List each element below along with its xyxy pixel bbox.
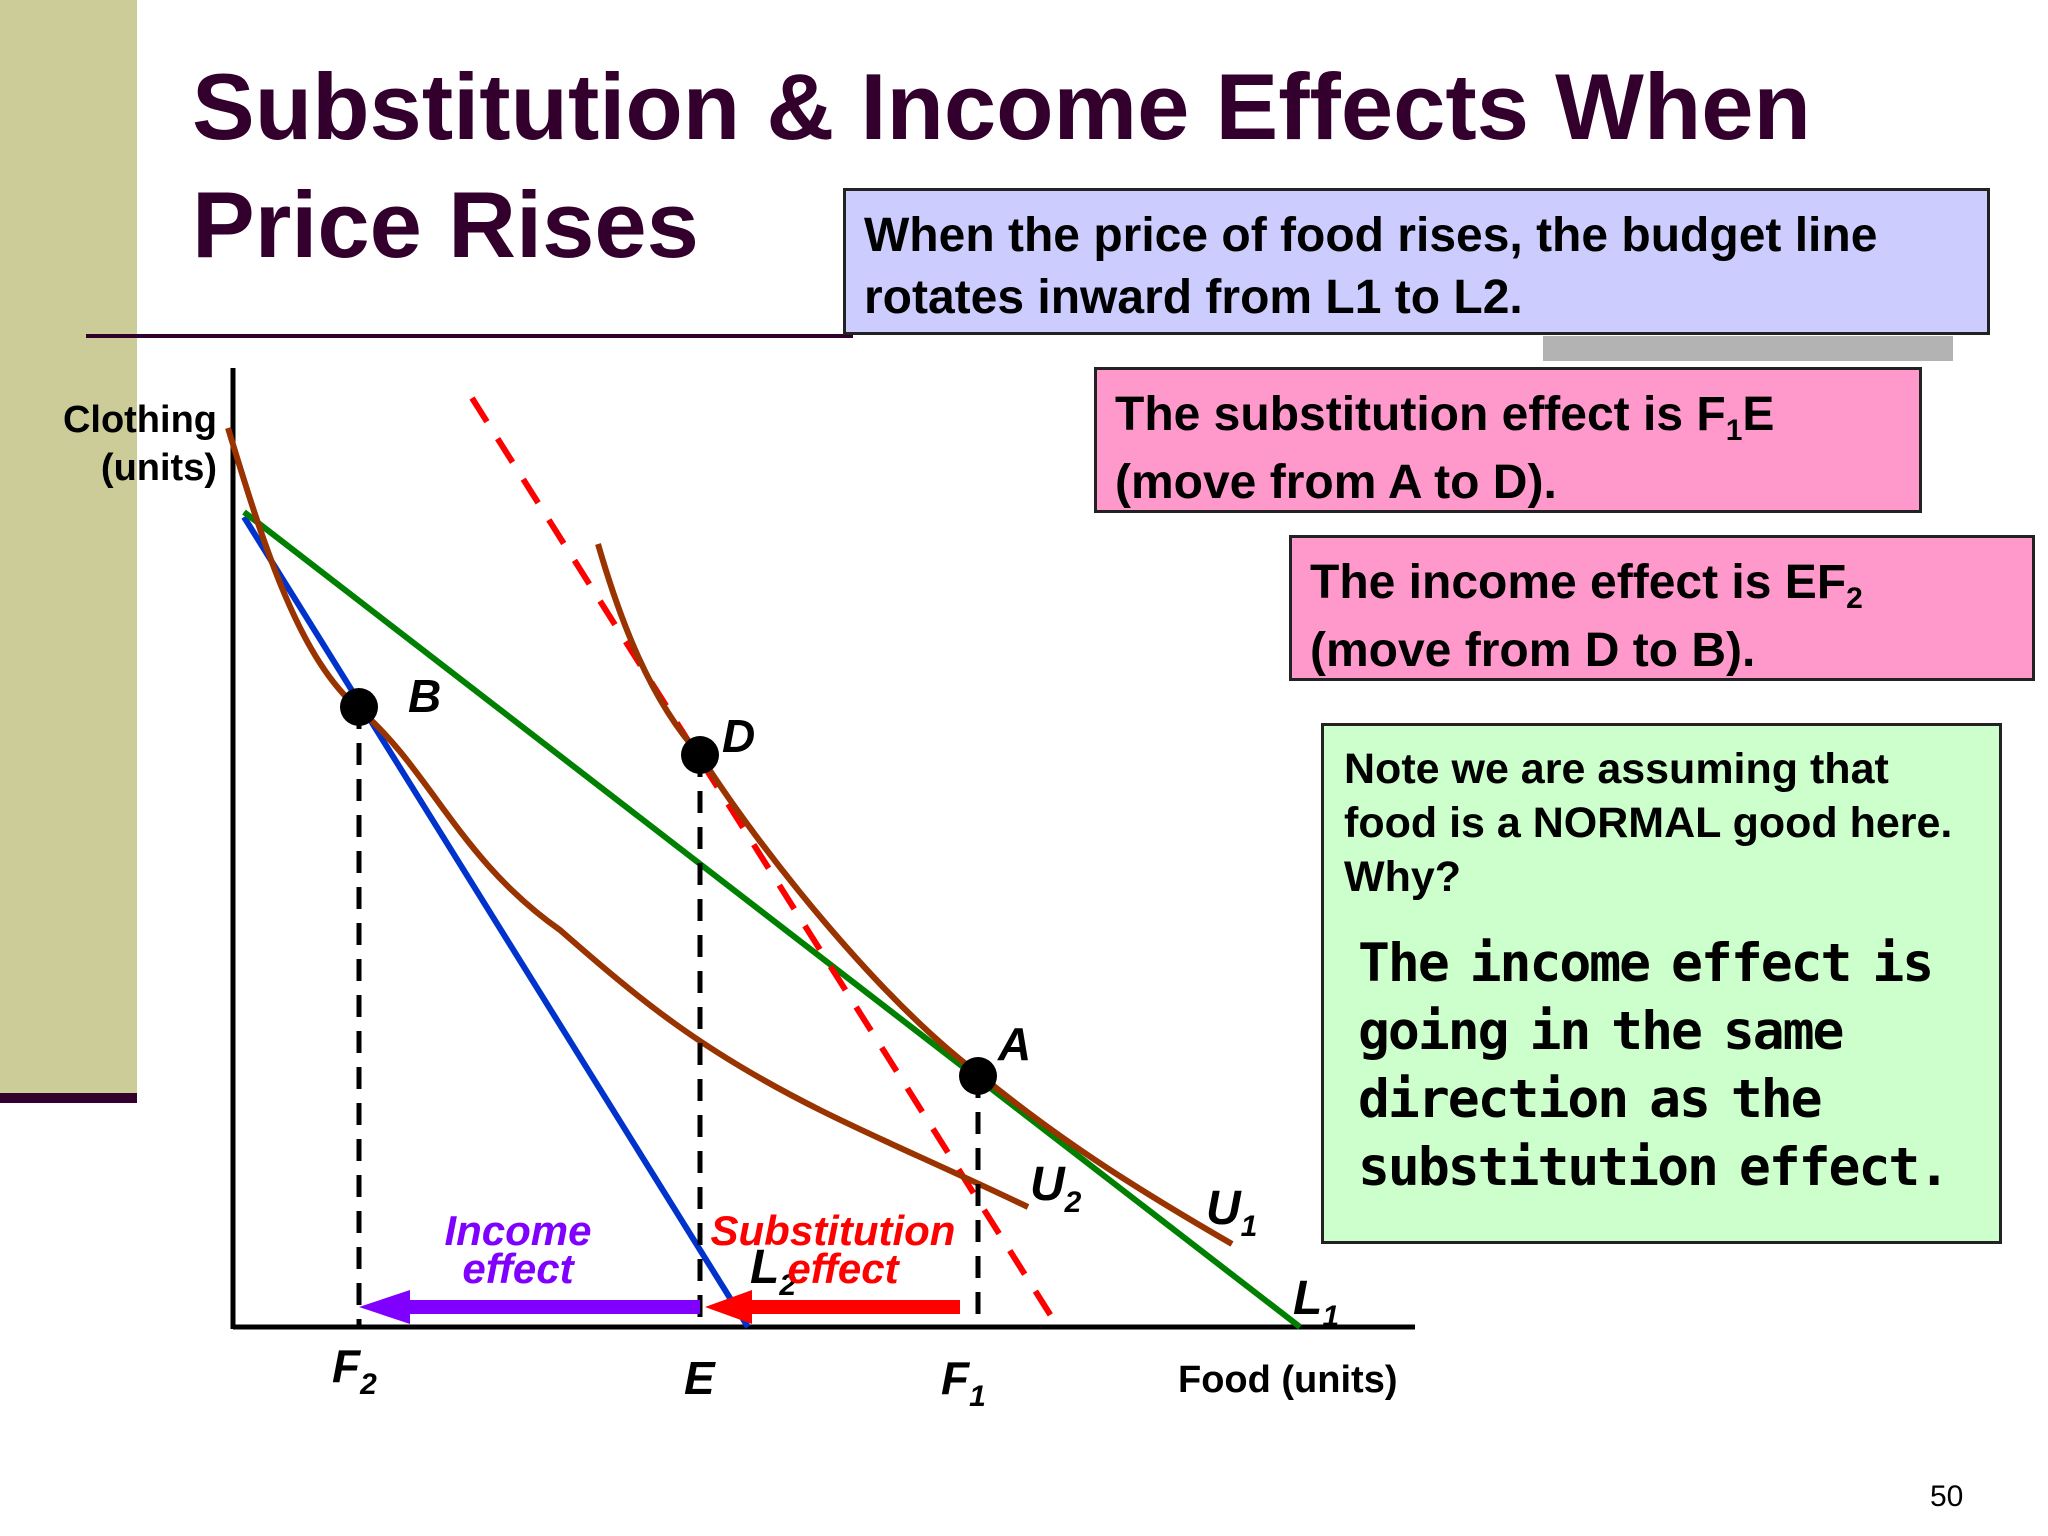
substitution-effect-label-line1: Substitution	[711, 1207, 956, 1254]
x-marker-e: E	[684, 1352, 716, 1404]
u1-label-main: U	[1206, 1182, 1242, 1235]
price-rise-text: When the price of food rises, the budget…	[864, 209, 1878, 324]
substitution-arrowhead	[705, 1290, 752, 1324]
income-effect-label-line2: effect	[462, 1245, 575, 1292]
l2-label: L2	[750, 1241, 796, 1302]
u2-label-sub: 2	[1064, 1186, 1082, 1219]
budget-line-dashed	[469, 396, 1061, 1329]
sidebar-accent	[0, 0, 137, 1093]
x-marker-f2-sub: 2	[359, 1368, 377, 1401]
y-axis-label-line2: (units)	[101, 447, 217, 489]
substitution-effect-move: (move from A to D).	[1115, 456, 1557, 509]
substitution-effect-text: The substitution effect is F	[1115, 388, 1726, 441]
title-underline	[86, 334, 853, 338]
x-marker-f1-main: F	[941, 1352, 971, 1404]
substitution-effect-tail: E	[1742, 388, 1775, 441]
x-marker-f2: F2	[332, 1340, 377, 1401]
u1-label-sub: 1	[1241, 1210, 1258, 1243]
x-marker-e-main: E	[684, 1352, 716, 1404]
income-effect-move: (move from D to B).	[1310, 624, 1756, 677]
normal-good-question: Note we are assuming that food is a NORM…	[1344, 745, 1953, 901]
l1-label: L1	[1293, 1272, 1339, 1333]
page-number: 50	[1930, 1480, 1964, 1513]
u2-label: U2	[1030, 1158, 1082, 1219]
callout-shadow	[1543, 336, 1953, 361]
indifference-curve-u1	[595, 543, 1234, 1247]
substitution-effect-label-line2: effect	[787, 1245, 900, 1292]
x-marker-f2-main: F	[332, 1340, 362, 1392]
budget-line-l1	[242, 509, 1302, 1330]
y-axis-label-line1: Clothing	[63, 399, 217, 441]
l1-label-main: L	[1293, 1272, 1322, 1325]
sidebar-accent-bar	[0, 1093, 137, 1103]
point-d-marker	[681, 736, 719, 774]
budget-line-l2	[241, 515, 751, 1329]
point-b-label: B	[408, 670, 441, 722]
u1-label: U1	[1206, 1182, 1257, 1243]
l1-label-sub: 1	[1322, 1300, 1339, 1333]
price-rise-callout: When the price of food rises, the budget…	[843, 188, 1990, 335]
x-marker-f1: F1	[941, 1352, 986, 1413]
point-a-marker	[959, 1057, 997, 1095]
point-b-marker	[340, 688, 378, 726]
l2-label-sub: 2	[778, 1269, 796, 1302]
income-arrowhead	[359, 1290, 410, 1324]
normal-good-answer: The income effect is going in the same d…	[1358, 933, 1950, 1198]
substitution-effect-subscript: 1	[1725, 414, 1743, 447]
indifference-curve-u2	[225, 427, 1030, 1210]
point-a-label: A	[997, 1018, 1031, 1070]
income-effect-text: The income effect is EF	[1310, 556, 1847, 609]
l2-label-main: L	[750, 1241, 779, 1294]
income-effect-subscript: 2	[1846, 582, 1863, 615]
x-axis-label: Food (units)	[1178, 1359, 1397, 1401]
slide-title: Substitution & Income Effects When Price…	[192, 54, 1811, 277]
point-d-label: D	[722, 710, 755, 762]
substitution-effect-callout: The substitution effect is F1E (move fro…	[1094, 367, 1922, 513]
income-effect-callout: The income effect is EF2 (move from D to…	[1289, 535, 2035, 681]
normal-good-note: Note we are assuming that food is a NORM…	[1321, 723, 2002, 1244]
income-effect-label-line1: Income	[444, 1207, 591, 1254]
u2-label-main: U	[1030, 1158, 1066, 1211]
x-marker-f1-sub: 1	[969, 1380, 986, 1413]
